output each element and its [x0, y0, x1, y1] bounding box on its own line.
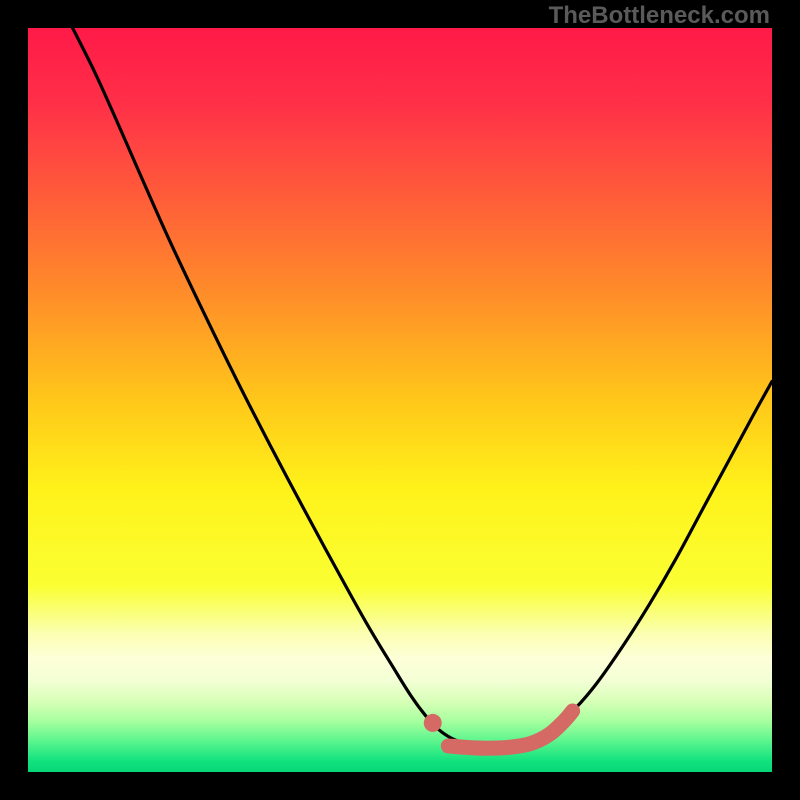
bottleneck-curve [73, 28, 772, 746]
watermark-text: TheBottleneck.com [549, 2, 770, 30]
chart-svg [0, 0, 800, 800]
highlight-segment [448, 711, 572, 748]
highlight-dot [424, 714, 442, 732]
